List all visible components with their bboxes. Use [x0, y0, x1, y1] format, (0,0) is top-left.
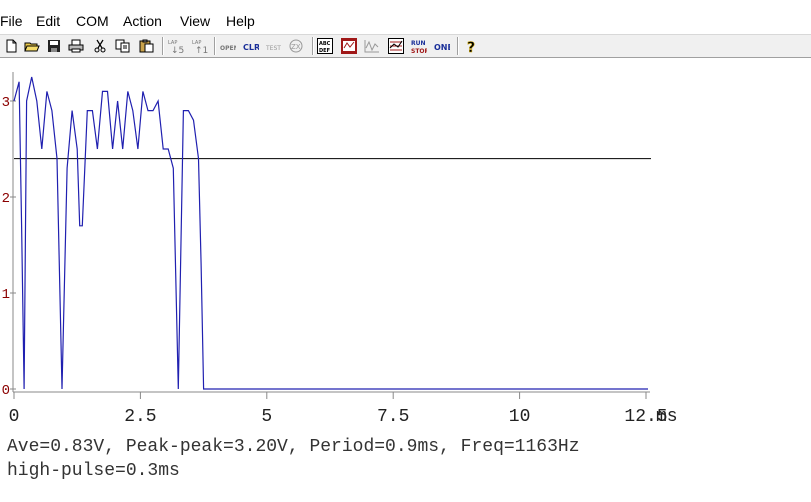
y-tick-label: 1: [2, 287, 10, 303]
svg-text:OPEN: OPEN: [220, 45, 236, 52]
test-icon[interactable]: TEST: [266, 38, 282, 54]
toolbar-separator: [214, 37, 216, 55]
toolbar-separator: [457, 37, 459, 55]
x-tick-label: 2.5: [124, 407, 156, 427]
svg-text:ABC: ABC: [319, 41, 331, 47]
print-icon[interactable]: [68, 38, 84, 54]
one-icon[interactable]: ONE: [434, 38, 450, 54]
x-tick-label: 7.5: [377, 407, 409, 427]
copy-icon[interactable]: [115, 38, 131, 54]
svg-text:?: ?: [467, 40, 475, 54]
pulse-stats: high-pulse=0.3ms: [7, 461, 180, 481]
svg-text:CLR: CLR: [243, 43, 259, 52]
menu-action[interactable]: Action: [123, 13, 162, 29]
x-tick-label: 0: [9, 407, 20, 427]
y-tick-label: 2: [2, 191, 10, 207]
svg-text:LAP: LAP: [192, 40, 201, 46]
y-tick-labels: 0 1 2 3: [2, 95, 16, 399]
new-file-icon[interactable]: [3, 38, 19, 54]
svg-text:STOP: STOP: [411, 48, 427, 54]
help-icon[interactable]: ?: [463, 38, 479, 54]
zoom-icon[interactable]: ZX: [289, 38, 305, 54]
x-tick-label: 5: [261, 407, 272, 427]
toolbar-separator: [312, 37, 314, 55]
svg-text:DEF: DEF: [319, 48, 330, 54]
toolbar-separator: [162, 37, 164, 55]
svg-text:RUN: RUN: [411, 40, 426, 47]
abc-def-icon[interactable]: ABC DEF: [317, 38, 333, 54]
ch-down-icon[interactable]: LAP ↓5: [168, 38, 184, 54]
svg-text:TEST: TEST: [266, 45, 281, 52]
menu-bar: File Edit COM Action View Help: [0, 0, 811, 34]
y-tick-label: 0: [2, 383, 10, 399]
x-tick-labels: 0 2.5 5 7.5 10 12.5: [9, 392, 668, 427]
svg-text:ONE: ONE: [434, 43, 450, 52]
svg-text:↓5: ↓5: [171, 46, 184, 54]
measurement-stats: Ave=0.83V, Peak-peak=3.20V, Period=0.9ms…: [7, 437, 580, 457]
y-tick-label: 3: [2, 95, 10, 111]
ch-up-icon[interactable]: LAP ↑1: [192, 38, 208, 54]
open-icon[interactable]: OPEN: [220, 38, 236, 54]
menu-file[interactable]: File: [0, 13, 23, 29]
run-stop-icon[interactable]: RUN STOP: [411, 38, 427, 54]
oscilloscope-chart: 0 1 2 3 0 2.5 5 7.5 10 12.5 ms: [2, 72, 678, 427]
open-folder-icon[interactable]: [24, 38, 40, 54]
chart-axes: [12, 72, 650, 393]
save-icon[interactable]: [46, 38, 62, 54]
record-icon[interactable]: [341, 38, 357, 54]
signal-trace: [13, 76, 648, 390]
waveform-icon[interactable]: [364, 38, 380, 54]
grid-icon[interactable]: [388, 38, 404, 54]
menu-com[interactable]: COM: [76, 13, 109, 29]
x-tick-label: 12.5: [624, 407, 667, 427]
cut-icon[interactable]: [92, 38, 108, 54]
svg-text:LAP: LAP: [168, 40, 177, 46]
menu-edit[interactable]: Edit: [36, 13, 61, 29]
x-tick-label: 10: [509, 407, 531, 427]
menu-view[interactable]: View: [180, 13, 211, 29]
svg-text:↑1: ↑1: [195, 46, 208, 54]
paste-icon[interactable]: [139, 38, 155, 54]
clear-icon[interactable]: CLR: [243, 38, 259, 54]
svg-text:ZX: ZX: [291, 43, 301, 51]
menu-help[interactable]: Help: [226, 13, 255, 29]
x-axis-unit: ms: [656, 407, 678, 427]
